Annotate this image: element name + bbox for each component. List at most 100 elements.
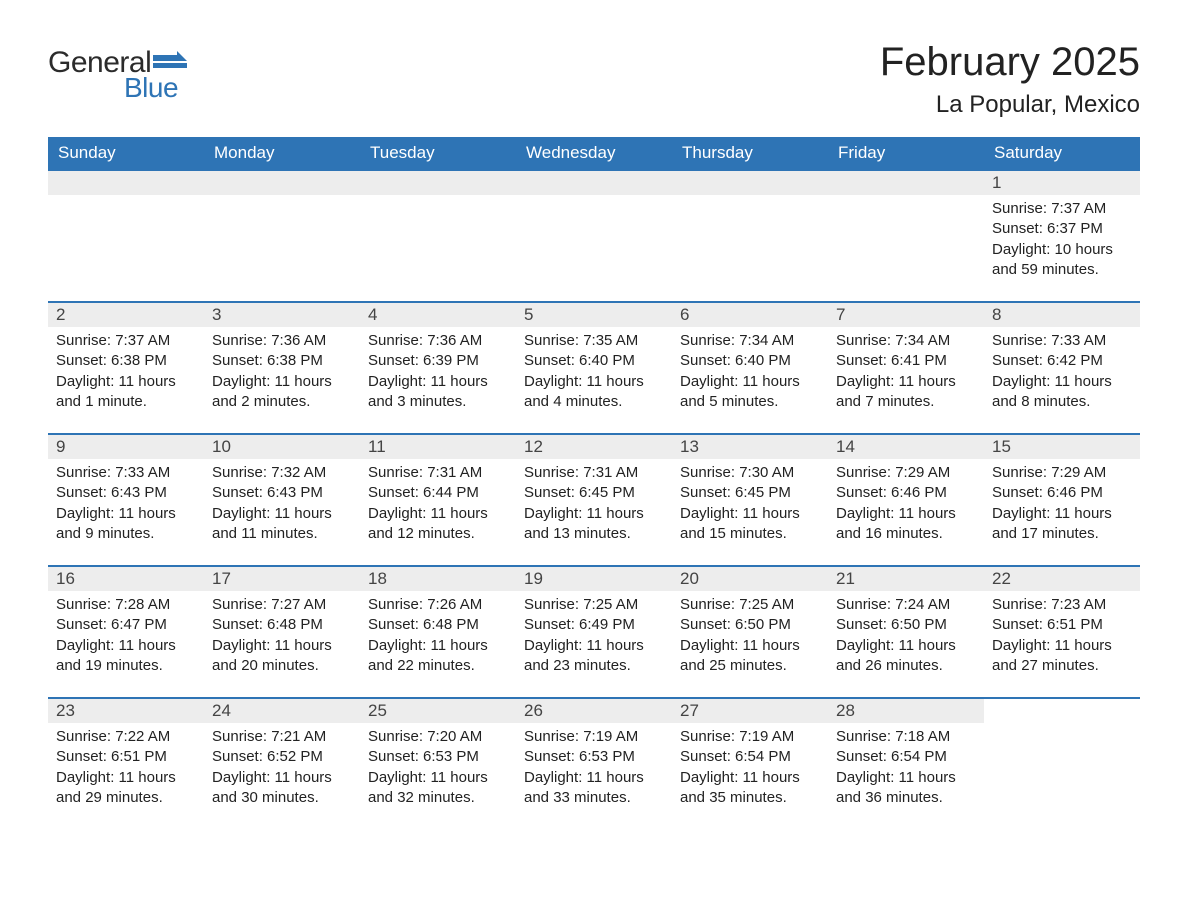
sunrise-line: Sunrise: 7:29 AM <box>992 463 1132 483</box>
day-number: 20 <box>672 567 828 591</box>
weekday-header: Monday <box>204 137 360 170</box>
sunrise-line: Sunrise: 7:25 AM <box>524 595 664 615</box>
daylight-line: Daylight: 11 hours and 25 minutes. <box>680 636 820 677</box>
daylight-line: Daylight: 11 hours and 32 minutes. <box>368 768 508 809</box>
day-number: 23 <box>48 699 204 723</box>
calendar-cell <box>516 170 672 302</box>
calendar-cell: 19Sunrise: 7:25 AMSunset: 6:49 PMDayligh… <box>516 566 672 698</box>
empty-day <box>516 171 672 195</box>
day-number: 18 <box>360 567 516 591</box>
day-number: 4 <box>360 303 516 327</box>
calendar-cell <box>360 170 516 302</box>
sunrise-line: Sunrise: 7:34 AM <box>680 331 820 351</box>
sunset-line: Sunset: 6:54 PM <box>836 747 976 767</box>
sunset-line: Sunset: 6:46 PM <box>992 483 1132 503</box>
day-number: 25 <box>360 699 516 723</box>
day-details: Sunrise: 7:34 AMSunset: 6:40 PMDaylight:… <box>672 327 828 418</box>
calendar-cell: 13Sunrise: 7:30 AMSunset: 6:45 PMDayligh… <box>672 434 828 566</box>
sunrise-line: Sunrise: 7:28 AM <box>56 595 196 615</box>
day-number: 15 <box>984 435 1140 459</box>
empty-day <box>204 171 360 195</box>
day-number: 8 <box>984 303 1140 327</box>
sunrise-line: Sunrise: 7:32 AM <box>212 463 352 483</box>
day-number: 14 <box>828 435 984 459</box>
day-details: Sunrise: 7:34 AMSunset: 6:41 PMDaylight:… <box>828 327 984 418</box>
sunset-line: Sunset: 6:49 PM <box>524 615 664 635</box>
day-details: Sunrise: 7:32 AMSunset: 6:43 PMDaylight:… <box>204 459 360 550</box>
empty-day <box>828 171 984 195</box>
sunset-line: Sunset: 6:47 PM <box>56 615 196 635</box>
calendar-cell: 1Sunrise: 7:37 AMSunset: 6:37 PMDaylight… <box>984 170 1140 302</box>
daylight-line: Daylight: 10 hours and 59 minutes. <box>992 240 1132 281</box>
sunrise-line: Sunrise: 7:31 AM <box>524 463 664 483</box>
calendar-cell: 12Sunrise: 7:31 AMSunset: 6:45 PMDayligh… <box>516 434 672 566</box>
day-number: 27 <box>672 699 828 723</box>
calendar-cell <box>828 170 984 302</box>
sunset-line: Sunset: 6:48 PM <box>368 615 508 635</box>
day-details: Sunrise: 7:19 AMSunset: 6:54 PMDaylight:… <box>672 723 828 814</box>
day-number: 7 <box>828 303 984 327</box>
sunrise-line: Sunrise: 7:27 AM <box>212 595 352 615</box>
day-number: 26 <box>516 699 672 723</box>
sunset-line: Sunset: 6:51 PM <box>992 615 1132 635</box>
daylight-line: Daylight: 11 hours and 5 minutes. <box>680 372 820 413</box>
day-details: Sunrise: 7:36 AMSunset: 6:38 PMDaylight:… <box>204 327 360 418</box>
calendar-cell <box>204 170 360 302</box>
calendar-cell: 17Sunrise: 7:27 AMSunset: 6:48 PMDayligh… <box>204 566 360 698</box>
daylight-line: Daylight: 11 hours and 27 minutes. <box>992 636 1132 677</box>
day-number: 12 <box>516 435 672 459</box>
day-number: 21 <box>828 567 984 591</box>
day-number: 10 <box>204 435 360 459</box>
sunrise-line: Sunrise: 7:18 AM <box>836 727 976 747</box>
calendar-cell: 3Sunrise: 7:36 AMSunset: 6:38 PMDaylight… <box>204 302 360 434</box>
calendar-week: 2Sunrise: 7:37 AMSunset: 6:38 PMDaylight… <box>48 302 1140 434</box>
calendar-header-row: Sunday Monday Tuesday Wednesday Thursday… <box>48 137 1140 170</box>
day-details: Sunrise: 7:33 AMSunset: 6:42 PMDaylight:… <box>984 327 1140 418</box>
calendar-cell: 16Sunrise: 7:28 AMSunset: 6:47 PMDayligh… <box>48 566 204 698</box>
calendar-cell: 20Sunrise: 7:25 AMSunset: 6:50 PMDayligh… <box>672 566 828 698</box>
daylight-line: Daylight: 11 hours and 17 minutes. <box>992 504 1132 545</box>
daylight-line: Daylight: 11 hours and 35 minutes. <box>680 768 820 809</box>
sunset-line: Sunset: 6:50 PM <box>836 615 976 635</box>
day-details: Sunrise: 7:29 AMSunset: 6:46 PMDaylight:… <box>984 459 1140 550</box>
day-number: 19 <box>516 567 672 591</box>
sunset-line: Sunset: 6:38 PM <box>212 351 352 371</box>
daylight-line: Daylight: 11 hours and 30 minutes. <box>212 768 352 809</box>
day-details: Sunrise: 7:19 AMSunset: 6:53 PMDaylight:… <box>516 723 672 814</box>
sunset-line: Sunset: 6:40 PM <box>680 351 820 371</box>
month-title: February 2025 <box>880 40 1140 85</box>
day-details: Sunrise: 7:30 AMSunset: 6:45 PMDaylight:… <box>672 459 828 550</box>
sunrise-line: Sunrise: 7:26 AM <box>368 595 508 615</box>
daylight-line: Daylight: 11 hours and 11 minutes. <box>212 504 352 545</box>
sunset-line: Sunset: 6:41 PM <box>836 351 976 371</box>
calendar-cell: 4Sunrise: 7:36 AMSunset: 6:39 PMDaylight… <box>360 302 516 434</box>
empty-day <box>360 171 516 195</box>
calendar-cell: 23Sunrise: 7:22 AMSunset: 6:51 PMDayligh… <box>48 698 204 830</box>
weekday-header: Wednesday <box>516 137 672 170</box>
sunset-line: Sunset: 6:37 PM <box>992 219 1132 239</box>
sunrise-line: Sunrise: 7:33 AM <box>992 331 1132 351</box>
daylight-line: Daylight: 11 hours and 1 minute. <box>56 372 196 413</box>
day-details: Sunrise: 7:21 AMSunset: 6:52 PMDaylight:… <box>204 723 360 814</box>
sunset-line: Sunset: 6:45 PM <box>524 483 664 503</box>
daylight-line: Daylight: 11 hours and 2 minutes. <box>212 372 352 413</box>
day-details: Sunrise: 7:37 AMSunset: 6:37 PMDaylight:… <box>984 195 1140 286</box>
sunset-line: Sunset: 6:46 PM <box>836 483 976 503</box>
daylight-line: Daylight: 11 hours and 26 minutes. <box>836 636 976 677</box>
sunset-line: Sunset: 6:38 PM <box>56 351 196 371</box>
day-details: Sunrise: 7:22 AMSunset: 6:51 PMDaylight:… <box>48 723 204 814</box>
daylight-line: Daylight: 11 hours and 29 minutes. <box>56 768 196 809</box>
day-number: 24 <box>204 699 360 723</box>
calendar-cell: 6Sunrise: 7:34 AMSunset: 6:40 PMDaylight… <box>672 302 828 434</box>
daylight-line: Daylight: 11 hours and 3 minutes. <box>368 372 508 413</box>
day-details: Sunrise: 7:23 AMSunset: 6:51 PMDaylight:… <box>984 591 1140 682</box>
calendar-cell <box>48 170 204 302</box>
day-details: Sunrise: 7:27 AMSunset: 6:48 PMDaylight:… <box>204 591 360 682</box>
daylight-line: Daylight: 11 hours and 36 minutes. <box>836 768 976 809</box>
sunrise-line: Sunrise: 7:19 AM <box>680 727 820 747</box>
sunset-line: Sunset: 6:52 PM <box>212 747 352 767</box>
sunrise-line: Sunrise: 7:24 AM <box>836 595 976 615</box>
day-number: 28 <box>828 699 984 723</box>
sunrise-line: Sunrise: 7:37 AM <box>56 331 196 351</box>
calendar-cell: 2Sunrise: 7:37 AMSunset: 6:38 PMDaylight… <box>48 302 204 434</box>
